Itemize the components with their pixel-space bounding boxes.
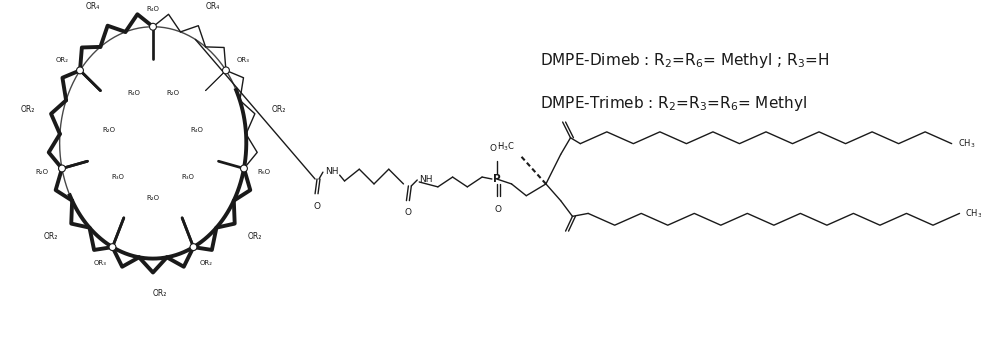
Text: R₂O: R₂O: [35, 169, 48, 175]
Text: R₂O: R₂O: [103, 127, 116, 133]
Text: OR₂: OR₂: [199, 260, 213, 266]
Text: O: O: [313, 201, 320, 211]
Text: CH$_3$: CH$_3$: [965, 207, 981, 220]
Circle shape: [59, 165, 66, 172]
Text: NH: NH: [419, 174, 433, 184]
Text: CH$_3$: CH$_3$: [957, 138, 975, 150]
Circle shape: [77, 67, 83, 74]
Text: R₄O: R₄O: [190, 127, 203, 133]
Text: R₃O: R₃O: [112, 174, 125, 180]
Text: OR₄: OR₄: [206, 2, 220, 11]
Text: R₃O: R₃O: [181, 174, 194, 180]
Text: DMPE-Trimeb : R$_2$=R$_3$=R$_6$= Methyl: DMPE-Trimeb : R$_2$=R$_3$=R$_6$= Methyl: [541, 94, 807, 113]
Text: OR₂: OR₂: [21, 105, 34, 114]
Text: OR₂: OR₂: [272, 105, 285, 114]
Text: R₆O: R₆O: [258, 169, 271, 175]
Text: O: O: [494, 204, 502, 214]
Text: OR₃: OR₃: [236, 56, 250, 63]
Text: OR₂: OR₂: [248, 232, 262, 241]
Text: R₂O: R₂O: [146, 195, 160, 201]
Text: P: P: [493, 174, 500, 184]
Text: O: O: [404, 209, 411, 217]
Text: OR₂: OR₂: [56, 56, 69, 63]
Circle shape: [149, 23, 156, 30]
Text: O$^-$: O$^-$: [490, 143, 504, 153]
Circle shape: [190, 244, 197, 250]
Text: OR₂: OR₂: [44, 232, 58, 241]
Circle shape: [223, 67, 230, 74]
Text: OR₃: OR₃: [93, 260, 106, 266]
Text: H$_3$C: H$_3$C: [496, 140, 514, 153]
Text: DMPE-Dimeb : R$_2$=R$_6$= Methyl ; R$_3$=H: DMPE-Dimeb : R$_2$=R$_6$= Methyl ; R$_3$…: [541, 51, 830, 70]
Circle shape: [109, 244, 116, 250]
Circle shape: [240, 165, 247, 172]
Text: OR₂: OR₂: [153, 289, 168, 298]
Text: NH: NH: [325, 167, 338, 176]
Text: R₄O: R₄O: [146, 6, 159, 13]
Text: R₂O: R₂O: [166, 90, 179, 96]
Text: R₄O: R₄O: [128, 90, 140, 96]
Text: OR₄: OR₄: [86, 2, 100, 11]
